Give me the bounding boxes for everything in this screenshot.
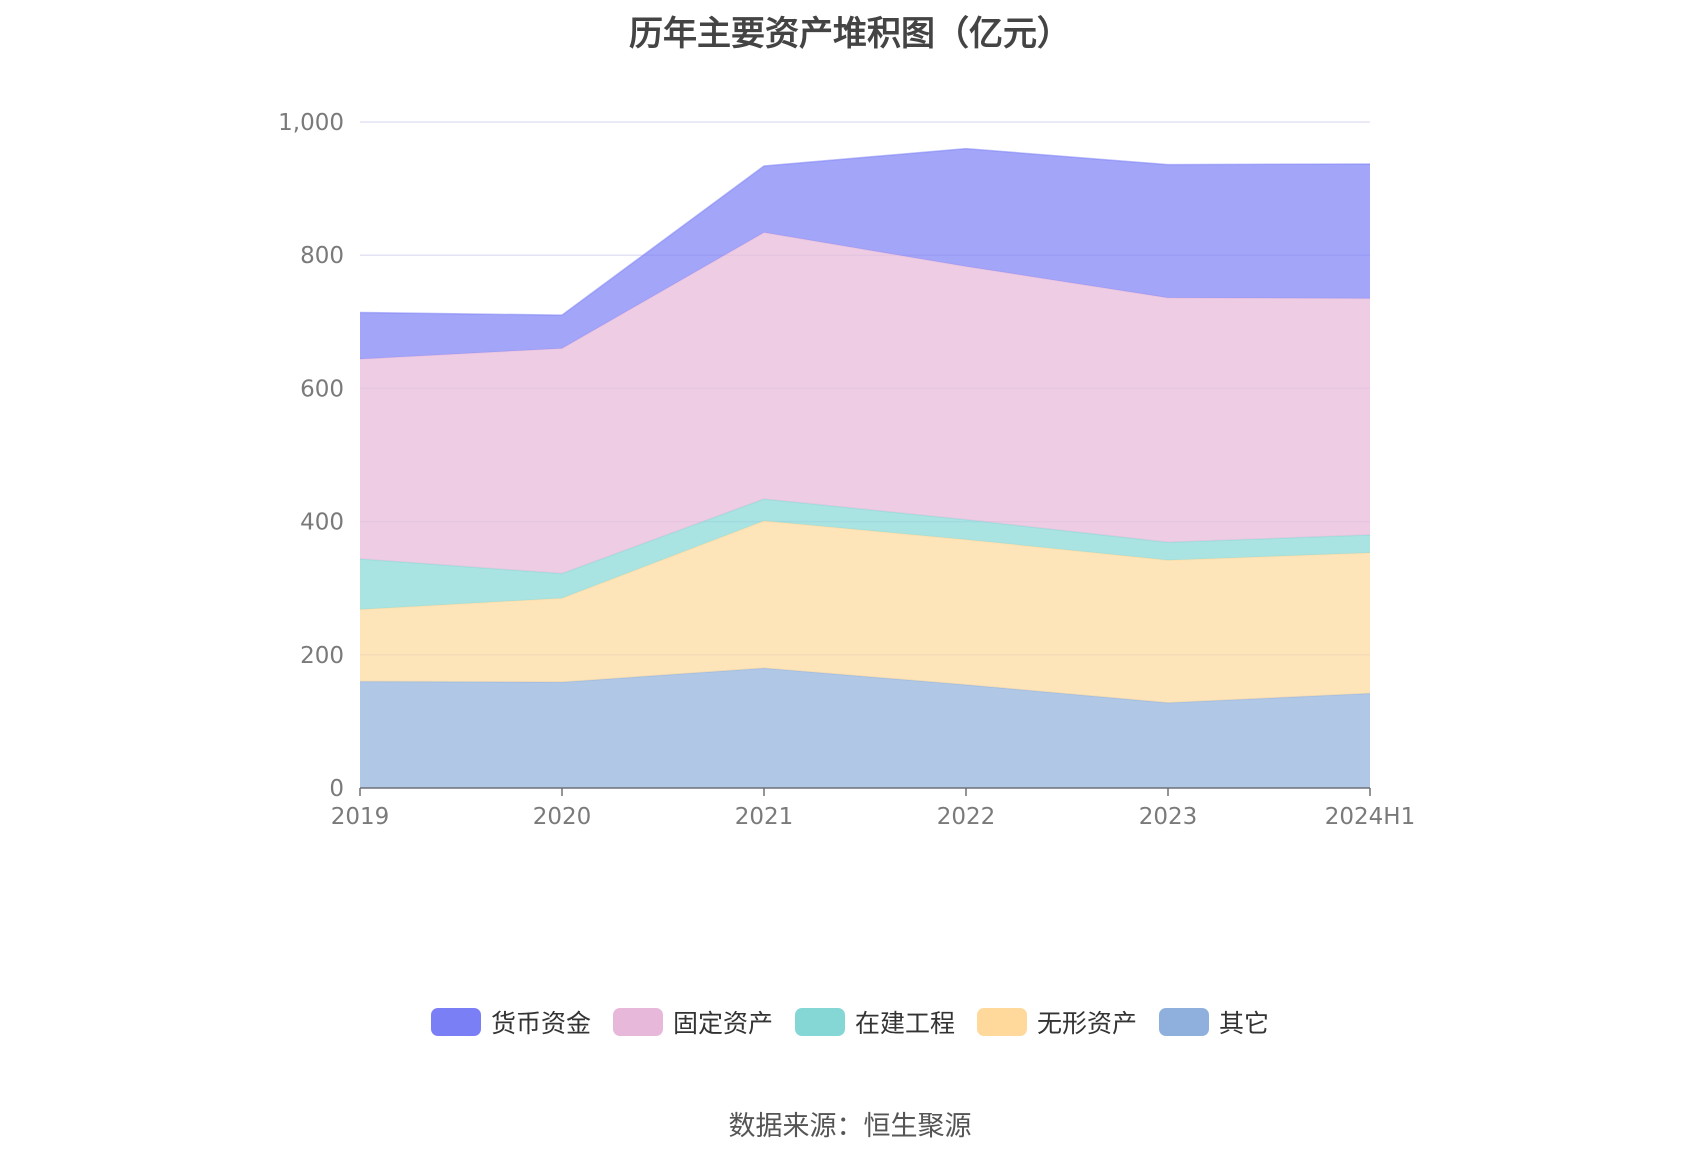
- legend-label: 其它: [1219, 1009, 1270, 1038]
- legend: 货币资金 固定资产 在建工程 无形资产 其它: [0, 1004, 1700, 1040]
- legend-label: 货币资金: [490, 1009, 591, 1038]
- x-tick-label: 2023: [1139, 804, 1198, 830]
- x-tick-label: 2020: [533, 804, 592, 830]
- source-note: 数据来源：恒生聚源: [728, 1111, 972, 1142]
- legend-swatch: [977, 1008, 1027, 1036]
- legend-item-固定资产[interactable]: 固定资产: [612, 1004, 773, 1040]
- area-series-在建工程[interactable]: [360, 498, 1370, 610]
- legend-item-货币资金[interactable]: 货币资金: [430, 1004, 591, 1040]
- legend-item-无形资产[interactable]: 无形资产: [977, 1004, 1137, 1040]
- area-series-无形资产[interactable]: [360, 520, 1370, 703]
- legend-swatch: [430, 1008, 481, 1036]
- y-tick-label: 0: [329, 776, 344, 802]
- area-series-其它[interactable]: [360, 668, 1370, 788]
- legend-label: 在建工程: [854, 1009, 955, 1038]
- legend-swatch: [1159, 1008, 1210, 1036]
- x-tick-label: 2019: [331, 804, 390, 830]
- y-tick-label: 600: [300, 376, 344, 402]
- tick-labels: 0 200 400 600 800 1,000 2019 2020 2021 2022 2023 20…: [278, 110, 1415, 830]
- y-tick-label: 400: [300, 510, 344, 536]
- legend-swatch: [794, 1008, 845, 1036]
- x-tick-label: 2022: [937, 804, 996, 830]
- legend-label: 无形资产: [1037, 1009, 1138, 1038]
- area-series-layer: [359, 147, 1371, 788]
- axes: [359, 787, 1371, 796]
- area-series-固定资产[interactable]: [360, 232, 1370, 574]
- x-tick-label: 2024H1: [1325, 804, 1415, 830]
- legend-item-在建工程[interactable]: 在建工程: [794, 1004, 955, 1040]
- chart-title: 历年主要资产堆积图（亿元）: [629, 14, 1071, 54]
- legend-swatch: [612, 1008, 663, 1036]
- area-edge-货币资金: [359, 147, 1371, 316]
- y-tick-label: 1,000: [278, 110, 344, 136]
- area-series-货币资金[interactable]: [360, 148, 1370, 360]
- legend-item-其它[interactable]: 其它: [1159, 1004, 1269, 1040]
- x-tick-label: 2021: [735, 804, 794, 830]
- legend-label: 固定资产: [672, 1009, 773, 1038]
- y-tick-label: 800: [300, 243, 344, 269]
- y-tick-label: 200: [300, 643, 344, 669]
